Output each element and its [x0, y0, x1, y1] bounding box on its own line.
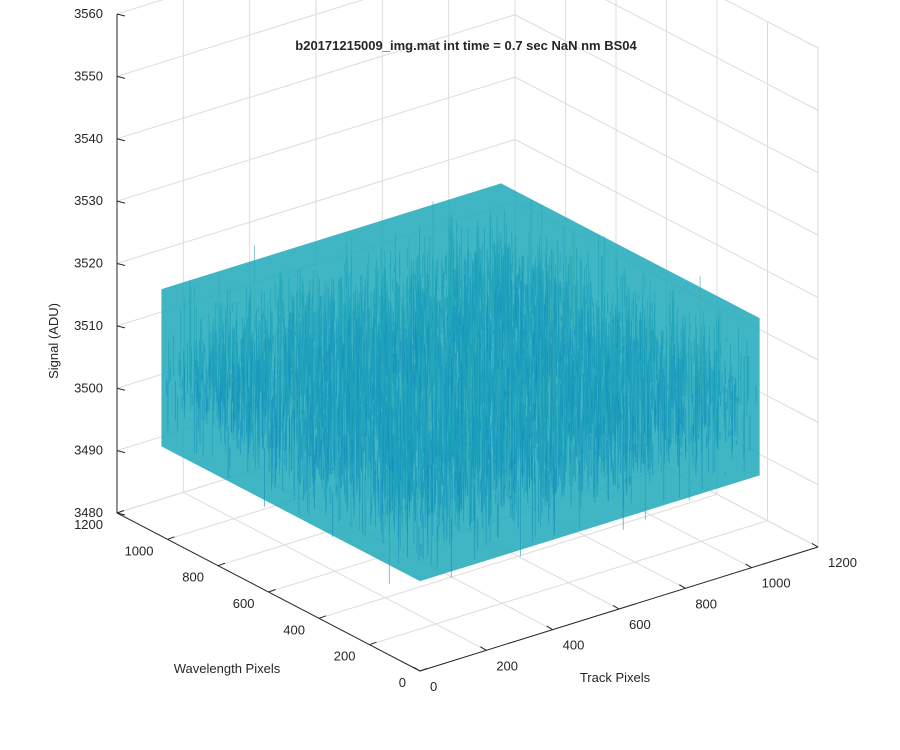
surface-noise: [459, 335, 640, 460]
y-tick-label: 400: [283, 622, 305, 637]
wall-gridline-z: [514, 14, 819, 174]
surface-noise: [184, 232, 668, 494]
wall-gridline-z: [116, 14, 516, 140]
surface-noise: [218, 237, 410, 398]
surface-noise: [430, 282, 550, 441]
z-tick-mark: [116, 75, 126, 79]
surface-noise: [279, 306, 670, 464]
y-tick-mark: [116, 510, 125, 514]
x-tick-label: 400: [563, 638, 585, 653]
surface-plot: [161, 183, 760, 584]
z-tick-mark: [116, 263, 126, 266]
floor-gridline-y: [369, 520, 768, 646]
z-tick-label: 3540: [74, 131, 103, 146]
x-tick-mark: [679, 584, 686, 589]
y-tick-mark: [268, 589, 276, 593]
y-tick-mark: [167, 536, 175, 540]
x-tick-mark: [745, 563, 752, 569]
surface-noise: [229, 251, 369, 384]
surface-noise: [236, 324, 669, 515]
wall-gridline-z: [514, 76, 819, 236]
surface-noise: [468, 330, 541, 437]
z-tick-label: 3530: [74, 193, 103, 208]
y-tick-label: 1200: [74, 517, 103, 532]
x-tick-mark: [413, 666, 421, 672]
floor-gridline-y: [318, 493, 718, 619]
surface-noise: [433, 248, 473, 401]
y-tick-mark: [419, 668, 428, 672]
y-tick-label: 200: [334, 649, 356, 664]
surface-noise: [407, 221, 453, 371]
surface-noise: [432, 320, 556, 435]
surface-noise: [231, 340, 680, 513]
wall-gridline-z: [724, 0, 819, 49]
wall-gridline-z: [116, 76, 516, 202]
wall-gridline-z: [514, 139, 819, 298]
chart-tick-labels: 0 200 400 600 800 1000 1200 0 200 400 600 800 1000 12…: [74, 6, 857, 694]
surface-noise: [229, 351, 566, 499]
x-tick-mark: [811, 542, 819, 548]
x-tick-label: 200: [496, 658, 518, 673]
surface-noise: [254, 245, 295, 409]
z-tick-mark: [116, 325, 126, 329]
z-tick-label: 3550: [74, 68, 103, 83]
y-tick-label: 600: [233, 596, 255, 611]
z-tick-mark: [116, 200, 126, 204]
y-axis-label: Wavelength Pixels: [174, 661, 281, 676]
z-tick-mark: [116, 387, 126, 391]
z-tick-label: 3490: [74, 443, 103, 458]
x-tick-mark: [480, 646, 487, 651]
surface-noise: [343, 355, 356, 445]
wall-gridline-z: [116, 0, 364, 77]
chart-axes: [116, 13, 819, 672]
z-tick-label: 3500: [74, 380, 103, 395]
z-tick-label: 3510: [74, 318, 103, 333]
chart-title: b20171215009_img.mat int time = 0.7 sec …: [295, 38, 637, 53]
surface-noise: [399, 200, 637, 417]
y-tick-mark: [369, 641, 377, 646]
y-tick-mark: [318, 615, 327, 619]
surface-noise: [381, 227, 493, 373]
z-tick-label: 3480: [74, 505, 103, 520]
surface-noise: [215, 302, 503, 436]
surface-noise: [450, 231, 518, 430]
z-axis-label: Signal (ADU): [46, 303, 61, 379]
surface-noise: [335, 362, 372, 497]
surface-noise: [177, 292, 732, 578]
surface-noise: [332, 421, 631, 537]
x-tick-label: 1200: [828, 555, 857, 570]
z-tick-mark: [116, 138, 126, 142]
surface-noise: [572, 235, 701, 388]
wall-gridline-z: [116, 139, 516, 264]
surface-noise: [301, 403, 719, 530]
y-tick-label: 800: [182, 570, 204, 585]
y-tick-mark: [217, 562, 226, 567]
surface-noise: [189, 277, 568, 546]
z-tick-mark: [116, 512, 126, 516]
x-tick-label: 600: [629, 617, 651, 632]
z-tick-label: 3560: [74, 6, 103, 21]
z-tick-mark: [116, 13, 126, 17]
x-tick-mark: [612, 604, 620, 610]
surface-noise: [252, 201, 674, 464]
y-tick-label: 0: [399, 675, 406, 690]
surface-noise: [298, 341, 401, 509]
y-tick-label: 1000: [125, 543, 154, 558]
surface-noise: [283, 405, 620, 556]
x-tick-label: 800: [695, 596, 717, 611]
z-tick-mark: [116, 450, 126, 454]
surface-noise: [452, 233, 575, 442]
wall-gridline-z: [605, 0, 819, 111]
surface-noise: [450, 357, 697, 469]
surface-noise: [401, 297, 444, 454]
x-tick-mark: [546, 625, 553, 631]
x-axis-label: Track Pixels: [580, 670, 651, 685]
surface-noise: [339, 218, 646, 470]
surface-noise: [474, 285, 554, 399]
x-tick-label: 0: [430, 679, 437, 694]
x-tick-label: 1000: [762, 576, 791, 591]
surface-noise: [345, 236, 605, 381]
z-tick-label: 3520: [74, 256, 103, 271]
